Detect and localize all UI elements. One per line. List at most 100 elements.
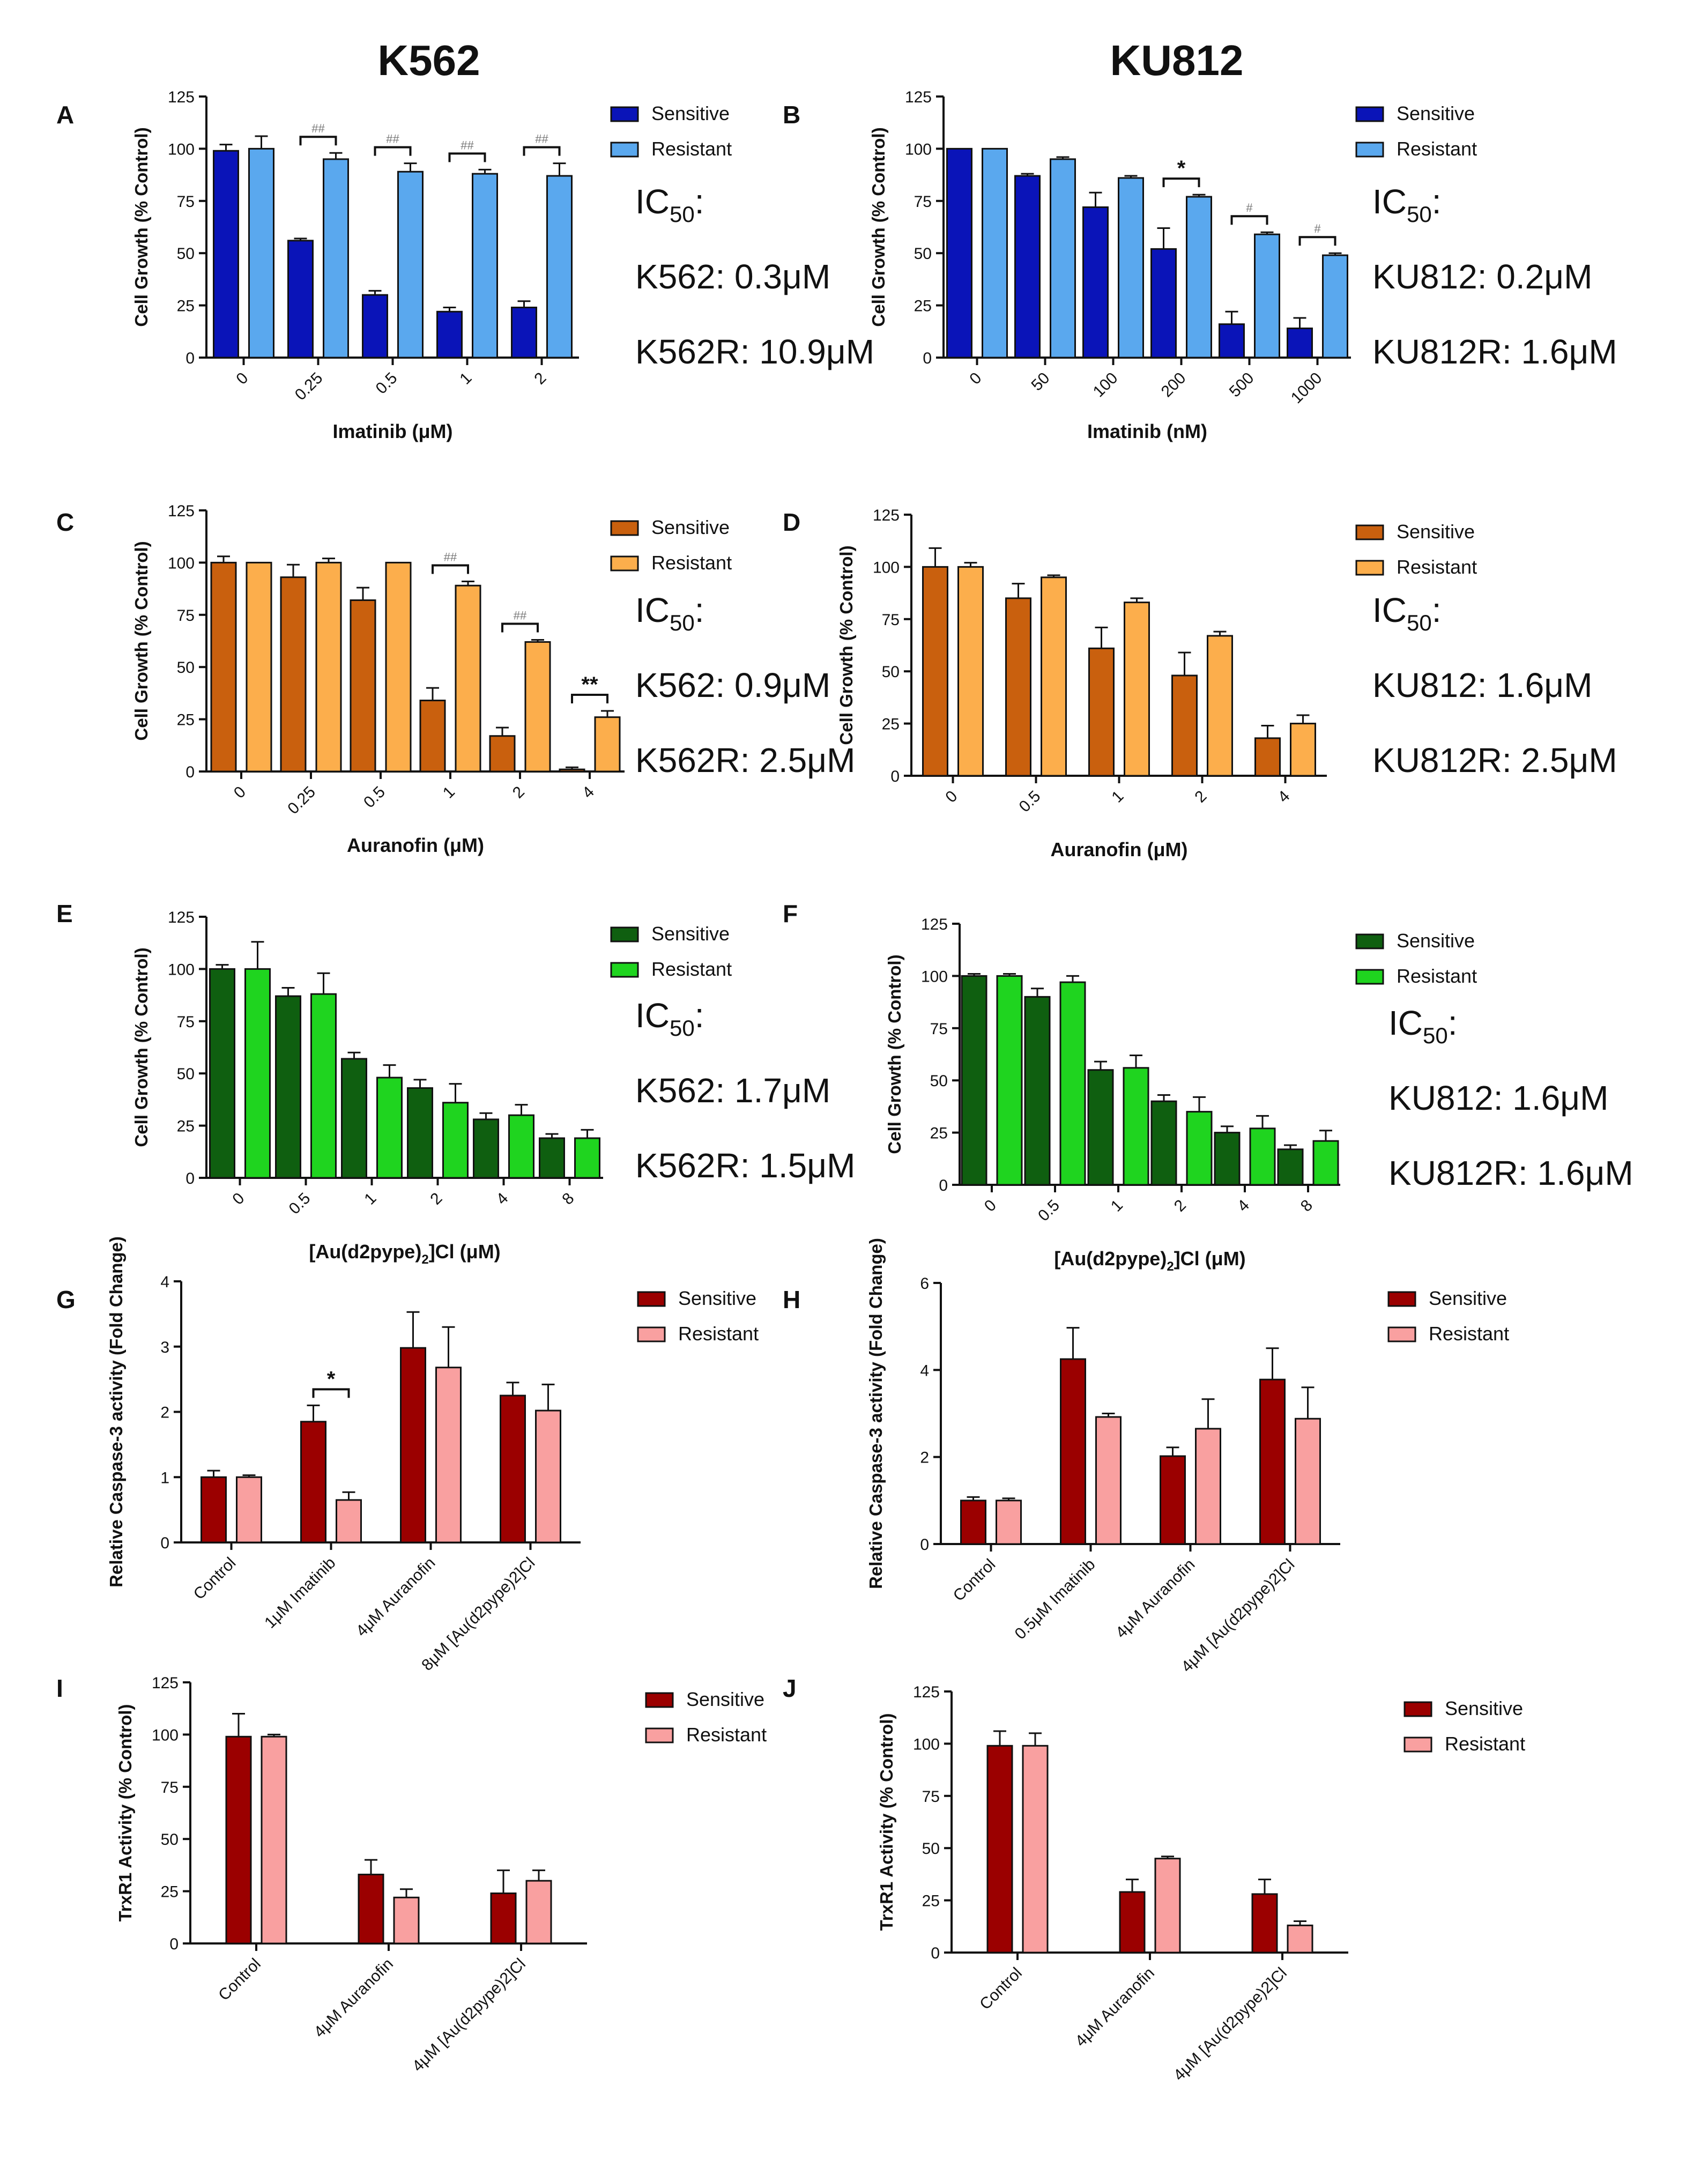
y-axis-label: Cell Growth (% Control) [836, 545, 856, 745]
y-axis-label: TrxR1 Activity (% Control) [877, 1713, 896, 1931]
y-tick-label: 125 [168, 502, 195, 520]
ic50-colon: : [695, 182, 704, 221]
x-tick-label: 1 [440, 783, 458, 802]
x-tick-label: 2 [1191, 788, 1210, 806]
x-tick-label: 2 [1171, 1197, 1190, 1215]
y-tick-label: 75 [177, 1013, 195, 1031]
legend-label: Sensitive [651, 102, 730, 124]
legend-label: Sensitive [651, 516, 730, 538]
ic50-value: KU812: 0.2μM [1372, 257, 1592, 296]
panel-letter: I [56, 1674, 63, 1702]
panel-letter: G [56, 1286, 76, 1313]
x-tick-label: 0.5μM Imatinib [1012, 1556, 1099, 1643]
significance-label: # [1314, 222, 1321, 235]
bar-resistant [996, 1500, 1022, 1545]
significance-label: ## [514, 609, 527, 622]
ic50-subscript: 50 [1423, 1023, 1448, 1048]
column-title-ku812: KU812 [1110, 36, 1243, 84]
bar-sensitive [986, 1745, 1013, 1954]
x-axis-label-end: ]Cl (μM) [1174, 1248, 1246, 1270]
bar-resistant [1322, 254, 1348, 359]
bar-sensitive [200, 1476, 227, 1543]
legend-swatch [610, 962, 639, 978]
bar-sensitive [1171, 674, 1198, 777]
bar-sensitive [961, 975, 987, 1186]
bar-sensitive [225, 1735, 252, 1945]
bar-sensitive [436, 310, 463, 359]
bar-sensitive [946, 147, 972, 359]
bar-sensitive [960, 1500, 986, 1545]
ic50-subscript: 50 [1407, 202, 1432, 227]
y-tick-label: 50 [922, 1840, 940, 1858]
bar-resistant [315, 561, 342, 773]
legend-label: Sensitive [686, 1688, 764, 1710]
bar-resistant [546, 175, 573, 359]
bar-resistant [323, 158, 349, 359]
bar-sensitive [1005, 597, 1031, 777]
legend-swatch [610, 142, 639, 158]
y-tick-label: 25 [882, 716, 900, 733]
y-axis-label: Cell Growth (% Control) [131, 127, 151, 326]
significance-label: * [1177, 157, 1186, 180]
panel-d: D 0 25 50 75 100 125 Cell Growth (% Control) 0 0.… [783, 507, 1617, 860]
x-tick-label: 0 [981, 1197, 1000, 1215]
y-tick-label: 0 [160, 1534, 169, 1552]
bar-resistant [1254, 233, 1280, 359]
significance-bracket [448, 152, 486, 162]
bar-sensitive [489, 735, 516, 773]
legend-swatch [1355, 524, 1384, 540]
x-tick-label: 8 [1297, 1197, 1316, 1215]
x-axis-label-end: ]Cl (μM) [429, 1241, 501, 1263]
bar-sensitive [559, 768, 585, 773]
bar-resistant [982, 147, 1008, 359]
bar-resistant [397, 170, 424, 359]
bar-resistant [508, 1114, 534, 1179]
x-tick-label: Control [976, 1964, 1026, 2014]
bar-sensitive [1024, 996, 1051, 1186]
bar-sensitive [419, 700, 446, 773]
bar-resistant [1123, 1067, 1149, 1186]
bar-sensitive [500, 1394, 526, 1543]
y-tick-label: 2 [920, 1449, 929, 1467]
y-tick-label: 100 [921, 968, 948, 985]
panel-e: E 0 25 50 75 100 125 Cell Growth (% Control) 0 0.… [56, 900, 855, 1267]
x-tick-label: 4μM [Au(d2pype)2]Cl [409, 1955, 529, 2075]
legend-swatch [610, 555, 639, 572]
bar-sensitive [1082, 206, 1109, 359]
y-tick-label: 0 [185, 350, 195, 367]
x-tick-label: 1 [456, 369, 475, 388]
y-tick-label: 0 [931, 1945, 940, 1962]
bar-resistant [1124, 602, 1150, 777]
y-tick-label: 50 [930, 1072, 948, 1090]
legend-swatch [637, 1291, 666, 1307]
y-tick-label: 125 [168, 88, 195, 106]
y-tick-label: 125 [913, 1683, 940, 1701]
panel-letter: H [783, 1286, 800, 1313]
legend-label: Sensitive [1429, 1287, 1507, 1309]
significance-bracket [501, 622, 539, 633]
x-tick-label: Control [215, 1955, 264, 2005]
bar-sensitive [1088, 647, 1115, 777]
y-tick-label: 75 [161, 1779, 179, 1797]
y-tick-label: 100 [913, 1735, 940, 1753]
significance-label: # [1246, 201, 1253, 214]
y-tick-label: 0 [920, 1536, 929, 1554]
legend-swatch [1355, 933, 1384, 949]
panel-c: C 0 25 50 75 100 125 Cell Growth (% Control) 0 0.… [56, 502, 855, 856]
x-tick-label: 2 [531, 369, 549, 388]
bar-resistant [1154, 1858, 1181, 1954]
x-tick-label: 0.5 [373, 369, 401, 398]
ic50-value: KU812: 1.6μM [1388, 1079, 1608, 1117]
bar-resistant [336, 1499, 362, 1543]
y-tick-label: 25 [922, 1893, 940, 1910]
y-tick-label: 125 [152, 1674, 179, 1692]
bar-resistant [385, 561, 412, 773]
x-tick-label: 4 [579, 783, 598, 802]
x-tick-label: 8μM [Au(d2pype)2]Cl [418, 1554, 538, 1674]
bar-resistant [1287, 1924, 1313, 1954]
y-tick-label: 25 [177, 711, 195, 729]
bar-resistant [248, 147, 274, 359]
legend-swatch [1403, 1701, 1432, 1717]
ic50-value: K562R: 2.5μM [635, 741, 855, 780]
bar-resistant [1195, 1428, 1221, 1545]
